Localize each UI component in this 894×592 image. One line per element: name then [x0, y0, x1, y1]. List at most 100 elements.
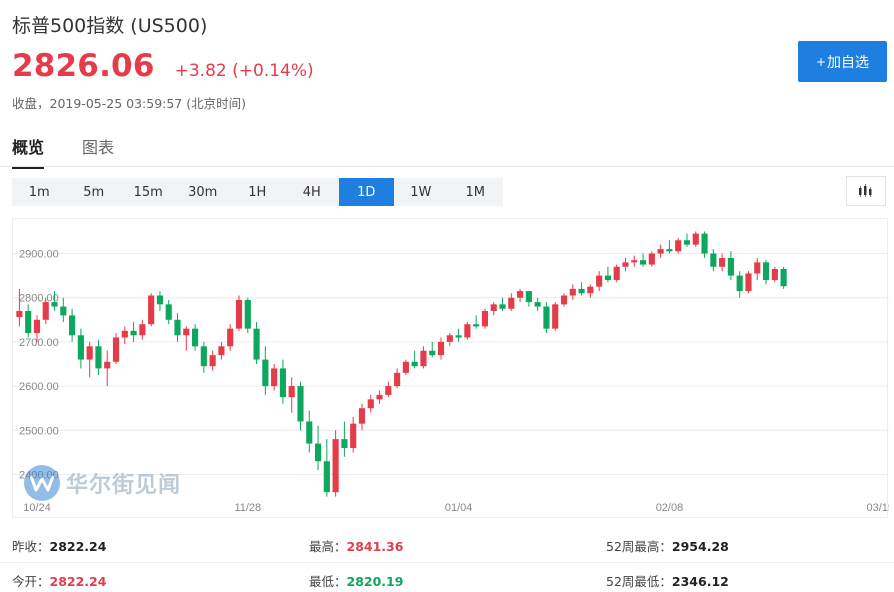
candle-body	[271, 368, 278, 387]
candle-body	[657, 249, 664, 254]
period-5m[interactable]: 5m	[83, 184, 105, 200]
candle-body	[95, 346, 102, 369]
tab-bar: 概览 图表	[12, 134, 152, 169]
candle-body	[323, 461, 330, 493]
stat-52w-high: 52周最高：2954.28	[606, 539, 729, 554]
candle-body	[297, 386, 304, 422]
candle-body	[675, 240, 682, 252]
candle-body	[499, 304, 506, 309]
stat-low: 最低：2820.19	[309, 574, 404, 589]
candle-body	[560, 295, 568, 305]
candle-body	[683, 240, 691, 245]
period-1m[interactable]: 1m	[28, 184, 50, 200]
period-1d[interactable]: 1D	[339, 178, 394, 206]
candle-body	[578, 288, 585, 294]
x-tick-label: 03/15	[867, 502, 889, 514]
period-1w[interactable]: 1W	[410, 184, 432, 200]
candle-body	[762, 262, 770, 281]
candle-body	[639, 260, 647, 265]
candle-body	[148, 295, 155, 325]
period-4h[interactable]: 4H	[302, 184, 321, 200]
y-tick-label: 2400.00	[19, 469, 59, 481]
period-1mo[interactable]: 1M	[465, 184, 486, 200]
candle-body	[244, 299, 251, 329]
period-15m[interactable]: 15m	[133, 184, 163, 200]
candle-body	[253, 328, 260, 360]
period-30m[interactable]: 30m	[188, 184, 218, 200]
candle-body	[33, 319, 41, 334]
candle-body	[464, 324, 471, 338]
candle-body	[534, 302, 541, 307]
candle-body	[596, 275, 603, 287]
candle-body	[692, 233, 699, 245]
candle-body	[727, 257, 734, 276]
candle-body	[569, 288, 576, 296]
candle-body	[385, 386, 392, 395]
candle-body	[780, 268, 787, 287]
y-tick-label: 2600.00	[19, 381, 59, 393]
candle-body	[121, 330, 128, 338]
candle-body	[552, 304, 559, 329]
candle-body	[736, 275, 743, 292]
candle-body	[16, 310, 23, 318]
candle-body	[490, 304, 497, 311]
x-tick-label: 02/08	[656, 502, 684, 514]
candle-body	[666, 249, 673, 252]
candle-body	[191, 328, 199, 347]
candle-body	[209, 355, 216, 367]
candle-body	[613, 266, 620, 281]
candle-body	[402, 361, 409, 373]
chart-type-button[interactable]	[846, 176, 886, 206]
y-tick-label: 2800.00	[19, 293, 59, 305]
candlestick-chart[interactable]: 2900.00 2800.00 2700.00 2600.00 2500.00 2400.…	[13, 219, 889, 519]
page-title: 标普500指数 (US500)	[12, 15, 208, 37]
candle-body	[455, 335, 462, 338]
candle-body	[288, 386, 295, 398]
candle-body	[420, 350, 427, 367]
stat-high: 最高：2841.36	[309, 539, 404, 554]
candle-body	[719, 257, 726, 267]
candle-body	[648, 253, 655, 265]
candle-body	[60, 306, 67, 316]
candle-body	[218, 346, 225, 356]
add-to-watchlist-label: 加自选	[827, 54, 870, 71]
candle-body	[77, 335, 84, 360]
y-tick-label: 2500.00	[19, 425, 59, 437]
candle-body	[262, 359, 269, 387]
current-price: 2826.06	[12, 48, 155, 84]
candle-body	[332, 439, 339, 493]
candle-body	[622, 262, 629, 267]
candle-body	[525, 291, 532, 303]
plus-icon: +	[815, 54, 827, 69]
add-to-watchlist-button[interactable]: + 加自选	[798, 41, 887, 82]
candle-body	[25, 310, 32, 334]
candle-body	[754, 262, 761, 274]
tab-chart[interactable]: 图表	[82, 138, 115, 157]
candle-body	[350, 423, 357, 448]
candle-body	[235, 299, 243, 329]
candle-body	[446, 335, 453, 342]
tab-overview[interactable]: 概览	[12, 134, 45, 169]
candle-body	[394, 372, 401, 387]
candle-body	[411, 361, 418, 367]
period-1h[interactable]: 1H	[248, 184, 267, 200]
candle-body	[710, 253, 717, 267]
market-status: 收盘，2019-05-25 03:59:57 (北京时间)	[12, 96, 246, 111]
candle-body	[604, 275, 612, 281]
price-chart[interactable]: 2900.00 2800.00 2700.00 2600.00 2500.00 2400.…	[12, 218, 889, 519]
candle-body	[42, 302, 49, 320]
x-tick-label: 11/28	[234, 502, 261, 514]
candle-body	[358, 408, 366, 424]
candle-body	[543, 306, 550, 329]
candle-body	[508, 297, 515, 309]
candle-body	[587, 286, 594, 294]
stat-52w-low: 52周最低：2346.12	[606, 574, 729, 589]
candle-body	[437, 341, 445, 356]
candlestick-icon	[859, 184, 872, 197]
stat-open: 今开：2822.24	[12, 574, 107, 589]
candle-body	[314, 443, 322, 462]
period-selector: 1m 5m 15m 30m 1H 4H 1D 1W 1M	[12, 178, 503, 206]
candle-body	[139, 324, 146, 336]
candle-body	[473, 324, 480, 327]
x-tick-label: 01/04	[445, 502, 473, 514]
